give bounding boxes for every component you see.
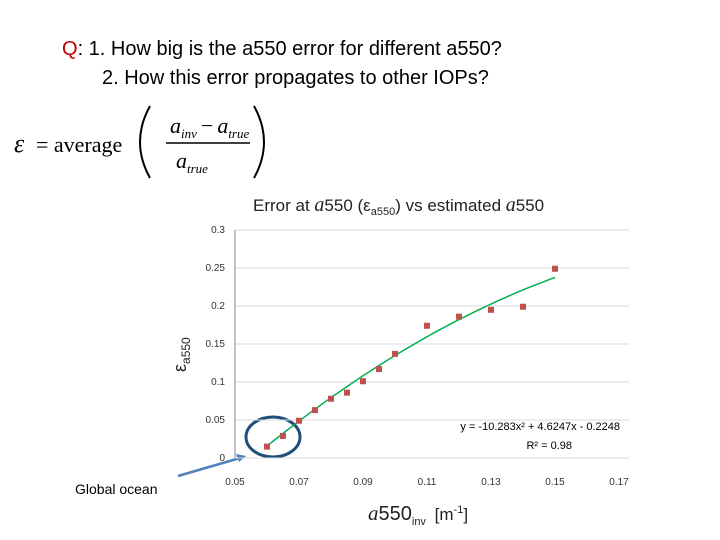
t: -1 — [454, 504, 464, 516]
question-2: 2. How this error propagates to other IO… — [102, 67, 489, 89]
question-1: : 1. How big is the a550 error for diffe… — [78, 38, 502, 60]
y-tick-label: 0.1 — [211, 377, 225, 388]
x-tick-label: 0.09 — [353, 477, 373, 488]
numerator: ainv − atrue — [170, 113, 249, 141]
point — [520, 303, 526, 310]
t: ] — [463, 505, 468, 524]
t: a — [506, 194, 516, 216]
var: a — [170, 113, 181, 138]
point — [376, 366, 382, 373]
formula-op: = average — [36, 132, 122, 157]
x-tick-label: 0.11 — [418, 477, 437, 488]
y-tick-label: 0.15 — [206, 339, 226, 350]
side-label: Global ocean — [75, 481, 158, 497]
denominator: atrue — [176, 148, 208, 176]
t: 550 (ε — [324, 196, 371, 215]
point — [264, 443, 270, 450]
trend-r2: R² = 0.98 — [526, 440, 572, 452]
t: [m — [430, 505, 454, 524]
formula-symbol: ε — [14, 129, 25, 158]
x-tick-label: 0.07 — [289, 477, 309, 488]
x-tick-label: 0.15 — [545, 477, 565, 488]
point — [296, 417, 302, 424]
y-tick-label: 0.2 — [211, 301, 225, 312]
point — [360, 378, 366, 385]
sub: true — [187, 161, 208, 176]
point — [456, 313, 462, 320]
x-tick-label: 0.13 — [481, 477, 501, 488]
t: inv — [412, 516, 427, 528]
y-axis-label: εa550 — [170, 337, 193, 372]
highlight-circle — [244, 415, 302, 459]
paren — [139, 105, 151, 179]
header-line1: Q: 1. How big is the a550 error for diff… — [62, 38, 502, 60]
arrow — [177, 456, 241, 478]
point — [392, 350, 398, 357]
t: a — [368, 501, 379, 525]
sub: true — [228, 126, 249, 141]
t: ) vs estimated — [395, 196, 506, 215]
q-mark: Q — [62, 38, 78, 60]
trend-equation: y = -10.283x² + 4.6247x - 0.2248 — [460, 421, 620, 433]
point — [552, 265, 558, 272]
point — [312, 407, 318, 414]
point — [280, 432, 286, 439]
y-tick-label: 0.05 — [206, 415, 226, 426]
point — [488, 306, 494, 313]
y-tick-label: 0 — [219, 453, 225, 464]
t: a — [314, 194, 324, 216]
chart-title: Error at a550 (εa550) vs estimated a550 — [253, 194, 544, 218]
t: ε — [170, 364, 190, 372]
t: Error at — [253, 196, 314, 215]
x-tick-label: 0.17 — [609, 477, 629, 488]
var: a — [217, 113, 228, 138]
t: a550 — [371, 206, 395, 218]
t: 550 — [379, 503, 412, 525]
var: a — [176, 148, 187, 173]
minus: − — [201, 113, 213, 138]
point — [424, 322, 430, 329]
point — [328, 395, 334, 402]
t: a550 — [179, 337, 193, 364]
point — [344, 389, 350, 396]
formula: ε = average ainv − atrue atrue — [14, 105, 265, 179]
x-axis-label: a550inv [m-1] — [368, 501, 468, 528]
y-tick-label: 0.25 — [206, 263, 226, 274]
paren — [253, 105, 265, 179]
t: 550 — [516, 196, 544, 215]
sub: inv — [181, 126, 197, 141]
y-tick-label: 0.3 — [211, 225, 225, 236]
x-tick-label: 0.05 — [225, 477, 245, 488]
